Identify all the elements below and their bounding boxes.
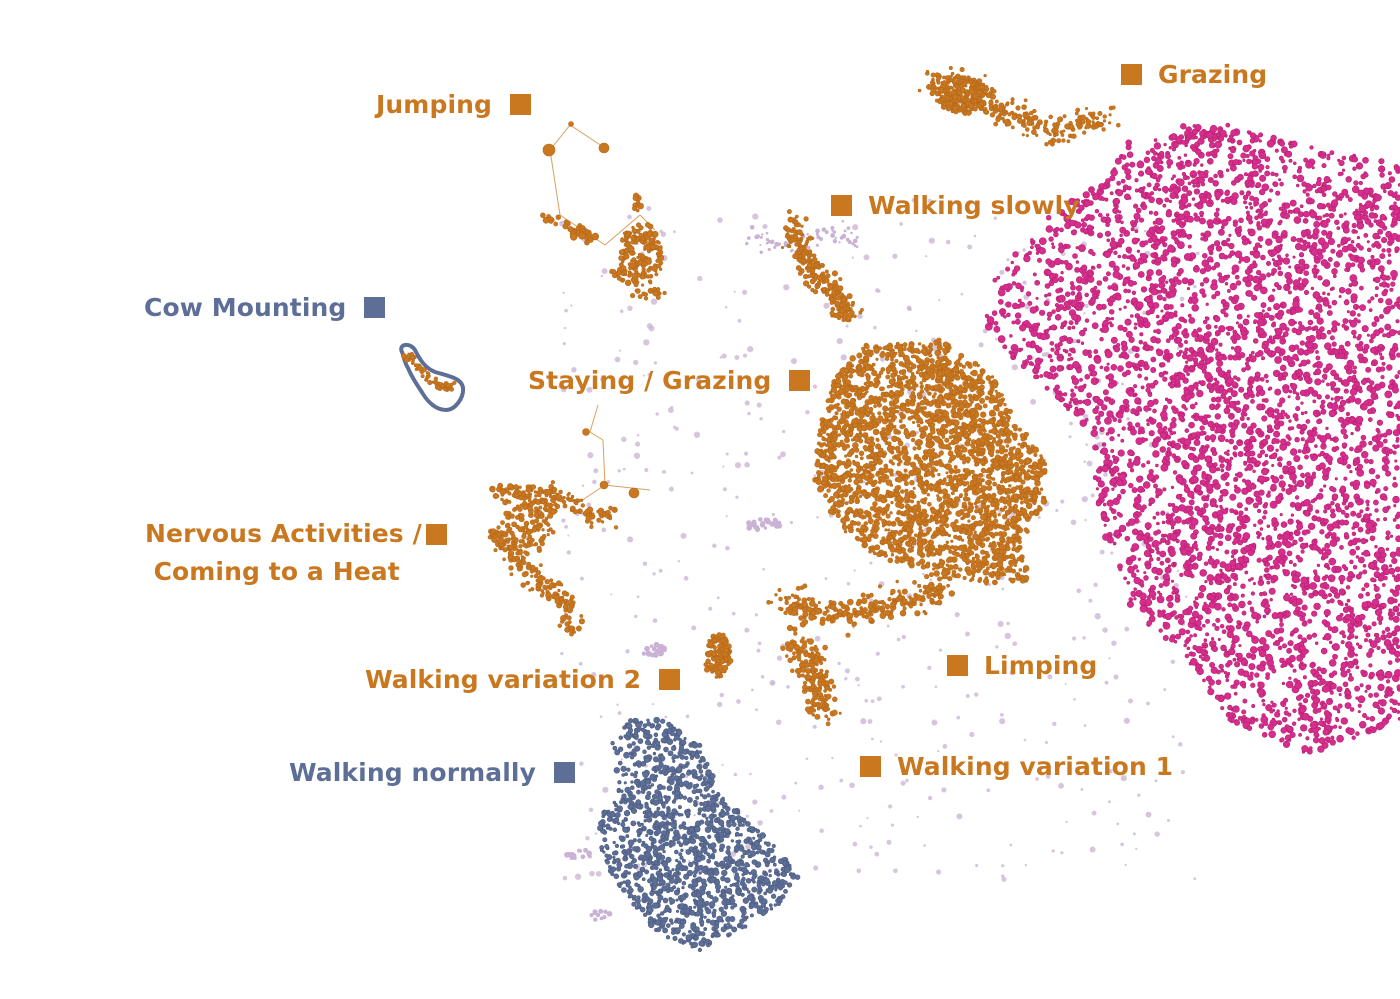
label-walking-variation-2-text: Walking variation 2 [365,665,642,694]
cow-mounting-outline [399,343,466,413]
cluster-magenta [984,122,1400,755]
label-walking-variation-1: Walking variation 1 [860,751,1173,782]
label-limping-text: Limping [984,651,1098,680]
cluster-nervous-activities [487,404,651,637]
legend-square-walking-slowly [831,195,852,217]
cluster-grazing [917,66,1121,147]
legend-square-walking-variation-2 [659,669,681,691]
label-walking-variation-2: Walking variation 2 [365,664,681,695]
cluster-cow-mounting [399,343,466,413]
label-staying-grazing-text: Staying / Grazing [528,366,772,395]
label-nervous-line-2: Coming to a Heat [153,557,400,586]
label-walking-slowly: Walking slowly [831,190,1080,221]
label-limping: Limping [947,650,1097,681]
label-walking-slowly-text: Walking slowly [868,191,1080,220]
legend-square-walking-variation-1 [860,756,881,778]
legend-square-nervous-activities [425,524,447,545]
cluster-jumping [540,121,667,301]
legend-square-cow-mounting [364,297,386,319]
label-cow-mounting: Cow Mounting [144,292,386,323]
legend-square-grazing [1121,64,1142,86]
legend-square-jumping [510,94,532,116]
label-walking-normally-text: Walking normally [289,758,536,787]
label-cow-mounting-text: Cow Mounting [144,293,347,322]
label-walking-variation-1-text: Walking variation 1 [897,752,1174,781]
label-grazing-text: Grazing [1158,60,1268,89]
cluster-limping [766,570,955,638]
legend-square-walking-normally [553,762,575,784]
label-staying-grazing: Staying / Grazing [528,365,811,396]
label-grazing: Grazing [1121,59,1267,90]
legend-square-staying-grazing [789,370,811,392]
label-jumping: Jumping [376,89,532,120]
cluster-walking-normally [597,716,801,953]
label-nervous-line-1: Nervous Activities / [145,519,422,548]
label-nervous-activities-text: Nervous Activities / Coming to a Heat [145,515,422,591]
label-jumping-text: Jumping [376,90,493,119]
cluster-walking-slowly [780,209,864,323]
label-walking-normally: Walking normally [289,757,575,788]
cluster-staying-grazing [812,337,1048,586]
cluster-walking-variation-1 [780,624,842,727]
cluster-walking-variation-2 [703,632,734,679]
label-nervous-activities: Nervous Activities / Coming to a Heat [145,519,447,591]
legend-square-limping [947,655,968,677]
